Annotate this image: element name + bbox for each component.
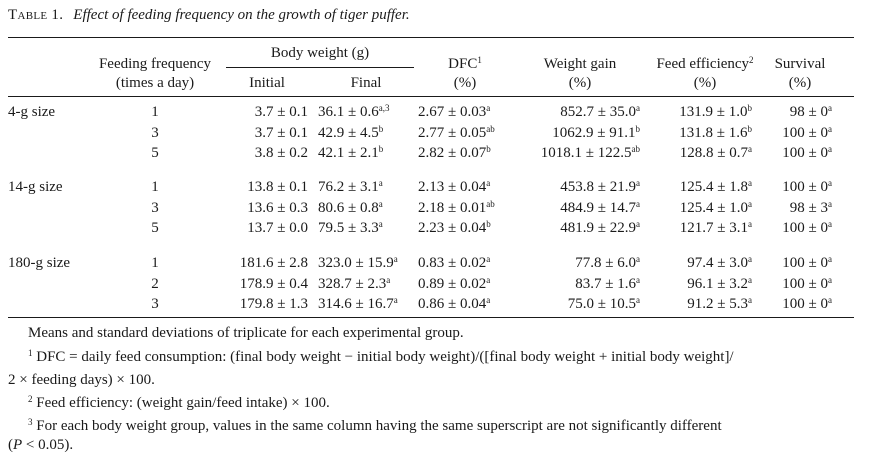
cell-freq: 5: [151, 145, 159, 161]
cell-fe: 131.8 ± 1.6b: [679, 123, 752, 141]
cell-initial: 13.6 ± 0.3: [247, 199, 308, 216]
header-feeding-frequency: Feeding frequency: [98, 56, 212, 72]
cell-freq: 3: [151, 124, 159, 141]
table-label: Table 1.: [8, 7, 64, 23]
cell-fe: 97.4 ± 3.0a: [687, 254, 752, 272]
cell-dfc: 2.82 ± 0.07b: [418, 144, 491, 162]
cell-wg: 484.9 ± 14.7a: [560, 198, 640, 216]
cell-initial: 179.8 ± 1.3: [239, 296, 308, 312]
cell-dfc: 0.86 ± 0.04a: [418, 295, 491, 313]
cell-final: 328.7 ± 2.3a: [318, 274, 391, 292]
cell-surv: 100 ± 0a: [782, 295, 832, 313]
cell-surv: 100 ± 0a: [782, 144, 832, 162]
cell-final: 80.6 ± 0.8a: [318, 198, 383, 216]
header-rule: [8, 96, 854, 97]
cell-wg: 852.7 ± 35.0a: [560, 103, 640, 121]
cell-dfc: 2.18 ± 0.01ab: [418, 198, 495, 216]
cell-wg: 481.9 ± 22.9a: [560, 219, 640, 237]
cell-freq: 1: [151, 179, 159, 195]
cell-dfc: 2.77 ± 0.05ab: [418, 123, 495, 141]
body-weight-subrule: [226, 67, 414, 68]
bottom-rule: [8, 317, 854, 318]
header-feed-efficiency-unit: (%): [693, 75, 717, 91]
footnote-3-cont: (P < 0.05).: [8, 437, 74, 453]
header-survival-unit: (%): [788, 75, 812, 91]
cell-dfc: 2.13 ± 0.04a: [418, 178, 491, 196]
cell-wg: 1062.9 ± 91.1b: [552, 123, 640, 141]
group-label: 14-g size: [8, 179, 63, 195]
cell-fe: 91.2 ± 5.3a: [687, 295, 752, 313]
cell-surv: 98 ± 3a: [789, 198, 832, 216]
cell-initial: 13.8 ± 0.1: [247, 179, 308, 195]
cell-freq: 5: [151, 220, 159, 236]
cell-fe: 131.9 ± 1.0b: [679, 103, 752, 121]
cell-wg: 83.7 ± 1.6a: [575, 274, 640, 292]
cell-freq: 3: [151, 296, 159, 312]
cell-freq: 1: [151, 104, 159, 120]
cell-wg: 453.8 ± 21.9a: [560, 178, 640, 196]
table-title: Effect of feeding frequency on the growt…: [73, 7, 410, 23]
cell-final: 36.1 ± 0.6a,3: [318, 103, 390, 121]
cell-final: 314.6 ± 16.7a: [318, 295, 398, 313]
cell-wg: 1018.1 ± 122.5ab: [540, 144, 640, 162]
cell-initial: 3.8 ± 0.2: [254, 145, 308, 161]
header-dfc-unit: (%): [453, 75, 477, 91]
header-survival: Survival: [774, 56, 826, 72]
cell-final: 79.5 ± 3.3a: [318, 219, 383, 237]
cell-fe: 128.8 ± 0.7a: [679, 144, 752, 162]
cell-final: 323.0 ± 15.9a: [318, 254, 398, 272]
footnote-2: 2 Feed efficiency: (weight gain/feed int…: [28, 394, 330, 412]
cell-dfc: 2.67 ± 0.03a: [418, 103, 491, 121]
cell-initial: 178.9 ± 0.4: [239, 275, 308, 292]
cell-surv: 100 ± 0a: [782, 254, 832, 272]
header-feeding-unit: (times a day): [115, 75, 195, 91]
cell-initial: 181.6 ± 2.8: [239, 255, 308, 271]
cell-fe: 125.4 ± 1.8a: [679, 178, 752, 196]
cell-dfc: 0.89 ± 0.02a: [418, 274, 491, 292]
cell-initial: 3.7 ± 0.1: [254, 124, 308, 141]
cell-freq: 2: [151, 275, 159, 292]
cell-initial: 13.7 ± 0.0: [247, 220, 308, 236]
footnote-3: 3 For each body weight group, values in …: [28, 417, 722, 435]
cell-surv: 100 ± 0a: [782, 178, 832, 196]
header-weight-gain: Weight gain: [543, 56, 617, 72]
cell-surv: 100 ± 0a: [782, 274, 832, 292]
cell-fe: 96.1 ± 3.2a: [687, 274, 752, 292]
cell-surv: 100 ± 0a: [782, 219, 832, 237]
cell-dfc: 2.23 ± 0.04b: [418, 219, 491, 237]
cell-surv: 100 ± 0a: [782, 123, 832, 141]
footnote-1-cont: 2 × feeding days) × 100.: [8, 372, 155, 388]
table-caption: Table 1. Effect of feeding frequency on t…: [8, 7, 410, 24]
cell-initial: 3.7 ± 0.1: [254, 104, 308, 120]
group-label: 4-g size: [8, 104, 56, 120]
cell-final: 42.1 ± 2.1b: [318, 144, 384, 162]
cell-fe: 125.4 ± 1.0a: [679, 198, 752, 216]
cell-fe: 121.7 ± 3.1a: [679, 219, 752, 237]
cell-final: 42.9 ± 4.5b: [318, 123, 384, 141]
header-final: Final: [350, 75, 382, 91]
cell-final: 76.2 ± 3.1a: [318, 178, 383, 196]
cell-surv: 98 ± 0a: [789, 103, 832, 121]
cell-wg: 75.0 ± 10.5a: [567, 295, 640, 313]
footnote-general: Means and standard deviations of triplic…: [28, 325, 464, 341]
footnote-1: 1 DFC = daily feed consumption: (final b…: [28, 348, 734, 366]
header-initial: Initial: [249, 75, 285, 91]
cell-freq: 3: [151, 199, 159, 216]
header-dfc: DFC1: [448, 55, 482, 73]
header-feed-efficiency: Feed efficiency2: [656, 55, 754, 73]
cell-wg: 77.8 ± 6.0a: [575, 254, 640, 272]
top-rule: [8, 37, 854, 38]
cell-dfc: 0.83 ± 0.02a: [418, 254, 491, 272]
header-weight-gain-unit: (%): [568, 75, 592, 91]
header-body-weight: Body weight (g): [270, 45, 370, 61]
group-label: 180-g size: [8, 255, 71, 271]
cell-freq: 1: [151, 255, 159, 271]
